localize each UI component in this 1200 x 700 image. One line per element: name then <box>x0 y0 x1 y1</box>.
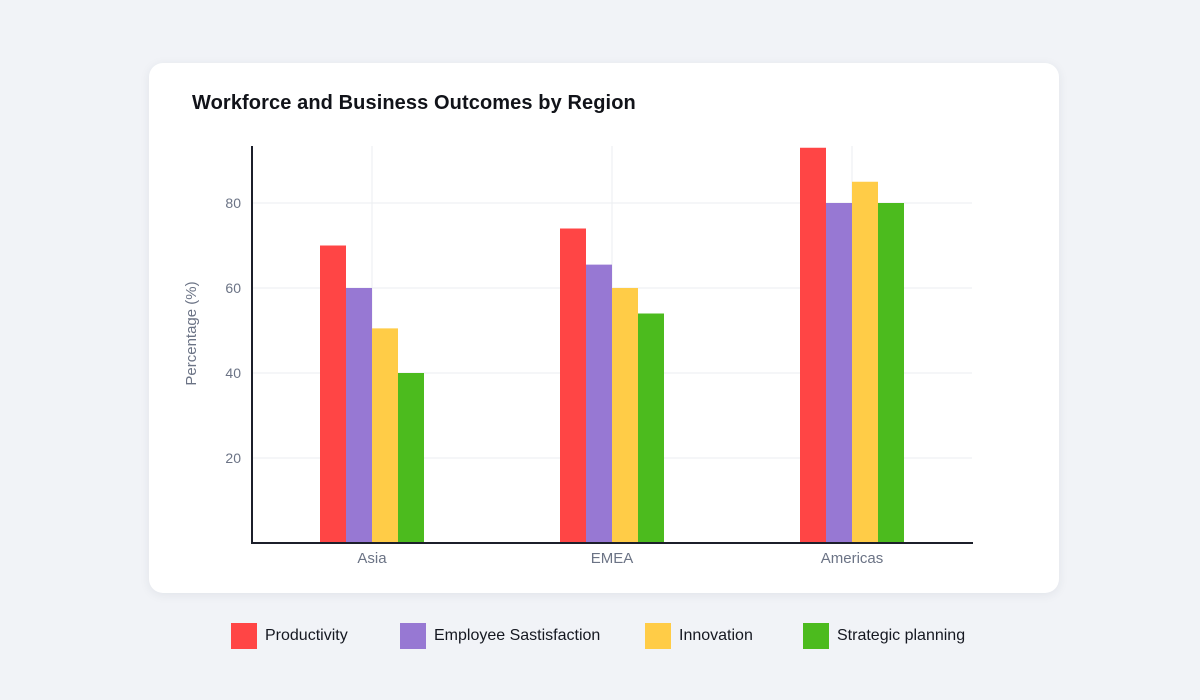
bar-innovation-americas <box>852 181 878 543</box>
y-tick-label-40: 40 <box>225 365 241 381</box>
y-axis-title: Percentage (%) <box>183 281 200 385</box>
bar-innovation-asia <box>372 328 398 543</box>
y-tick-label-60: 60 <box>225 280 241 296</box>
legend-swatch-productivity <box>231 623 257 649</box>
legend-swatch-strategic-planning <box>803 623 829 649</box>
legend-item-productivity[interactable]: Productivity <box>231 622 348 650</box>
chart-plot: 20 40 60 80 Asia EMEA Americas Percentage (%) <box>183 146 973 567</box>
chart-title: Workforce and Business Outcomes by Regio… <box>192 92 636 114</box>
chart-card: Workforce and Business Outcomes by Regio… <box>149 63 1059 593</box>
x-tick-label-emea: EMEA <box>591 550 634 567</box>
legend-item-strategic-planning[interactable]: Strategic planning <box>803 622 965 650</box>
bar-employee-sastisfaction-emea <box>586 264 612 543</box>
bar-productivity-emea <box>560 228 586 543</box>
bar-employee-sastisfaction-americas <box>826 203 852 543</box>
bar-productivity-asia <box>320 245 346 543</box>
legend-label-productivity: Productivity <box>265 627 348 644</box>
legend-label-strategic-planning: Strategic planning <box>837 627 966 644</box>
bar-employee-sastisfaction-asia <box>346 288 372 543</box>
x-tick-label-asia: Asia <box>357 550 387 567</box>
legend-item-employee-satisfaction[interactable]: Employee Sastisfaction <box>400 622 600 650</box>
legend-item-innovation[interactable]: Innovation <box>645 622 753 650</box>
y-tick-label-20: 20 <box>225 450 241 466</box>
bar-strategic-planning-asia <box>398 373 424 543</box>
legend-label-innovation: Innovation <box>679 627 753 644</box>
chart-legend: Productivity Employee Sastisfaction Inno… <box>0 622 1200 652</box>
bar-strategic-planning-americas <box>878 203 904 543</box>
bar-strategic-planning-emea <box>638 313 664 543</box>
bar-productivity-americas <box>800 147 826 543</box>
bar-innovation-emea <box>612 288 638 543</box>
x-tick-label-americas: Americas <box>821 550 884 567</box>
legend-label-employee-satisfaction: Employee Sastisfaction <box>434 627 601 644</box>
y-tick-label-80: 80 <box>225 195 241 211</box>
legend-swatch-innovation <box>645 623 671 649</box>
legend-swatch-employee-satisfaction <box>400 623 426 649</box>
